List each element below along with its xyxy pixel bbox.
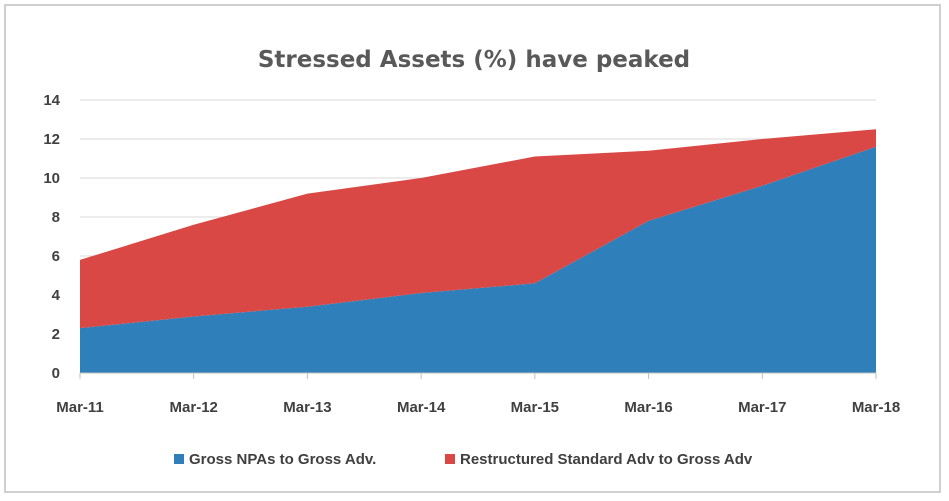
y-tick-label: 4 [52, 287, 61, 304]
area-series [80, 129, 876, 373]
legend-swatch-1 [174, 454, 184, 464]
y-tick-label: 6 [52, 248, 60, 265]
x-tick-label: Mar-16 [624, 399, 672, 416]
x-tick-label: Mar-14 [397, 399, 446, 416]
chart-title: Stressed Assets (%) have peaked [258, 47, 690, 73]
y-tick-label: 0 [52, 365, 60, 382]
x-tick-label: Mar-15 [511, 399, 559, 416]
x-tick-label: Mar-13 [283, 399, 331, 416]
area-series-2 [80, 129, 876, 329]
x-tick-label: Mar-11 [56, 399, 104, 416]
x-axis: Mar-11 Mar-12 Mar-13 Mar-14 Mar-15 Mar-16 Mar-… [56, 372, 900, 416]
legend-swatch-2 [445, 454, 455, 464]
y-tick-label: 2 [52, 326, 60, 343]
x-tick-label: Mar-18 [852, 399, 900, 416]
x-tick-label: Mar-12 [170, 399, 218, 416]
legend-label-2: Restructured Standard Adv to Gross Adv [460, 451, 753, 468]
y-axis: 0 2 4 6 8 10 12 14 [43, 92, 60, 382]
y-tick-label: 10 [43, 170, 60, 187]
y-tick-label: 14 [43, 92, 60, 109]
legend-label-1: Gross NPAs to Gross Adv. [189, 451, 376, 468]
y-tick-label: 8 [52, 209, 60, 226]
area-series-1 [80, 146, 876, 373]
x-tick-label: Mar-17 [738, 399, 786, 416]
y-tick-label: 12 [43, 131, 60, 148]
legend: Gross NPAs to Gross Adv. Restructured Sta… [174, 451, 753, 468]
